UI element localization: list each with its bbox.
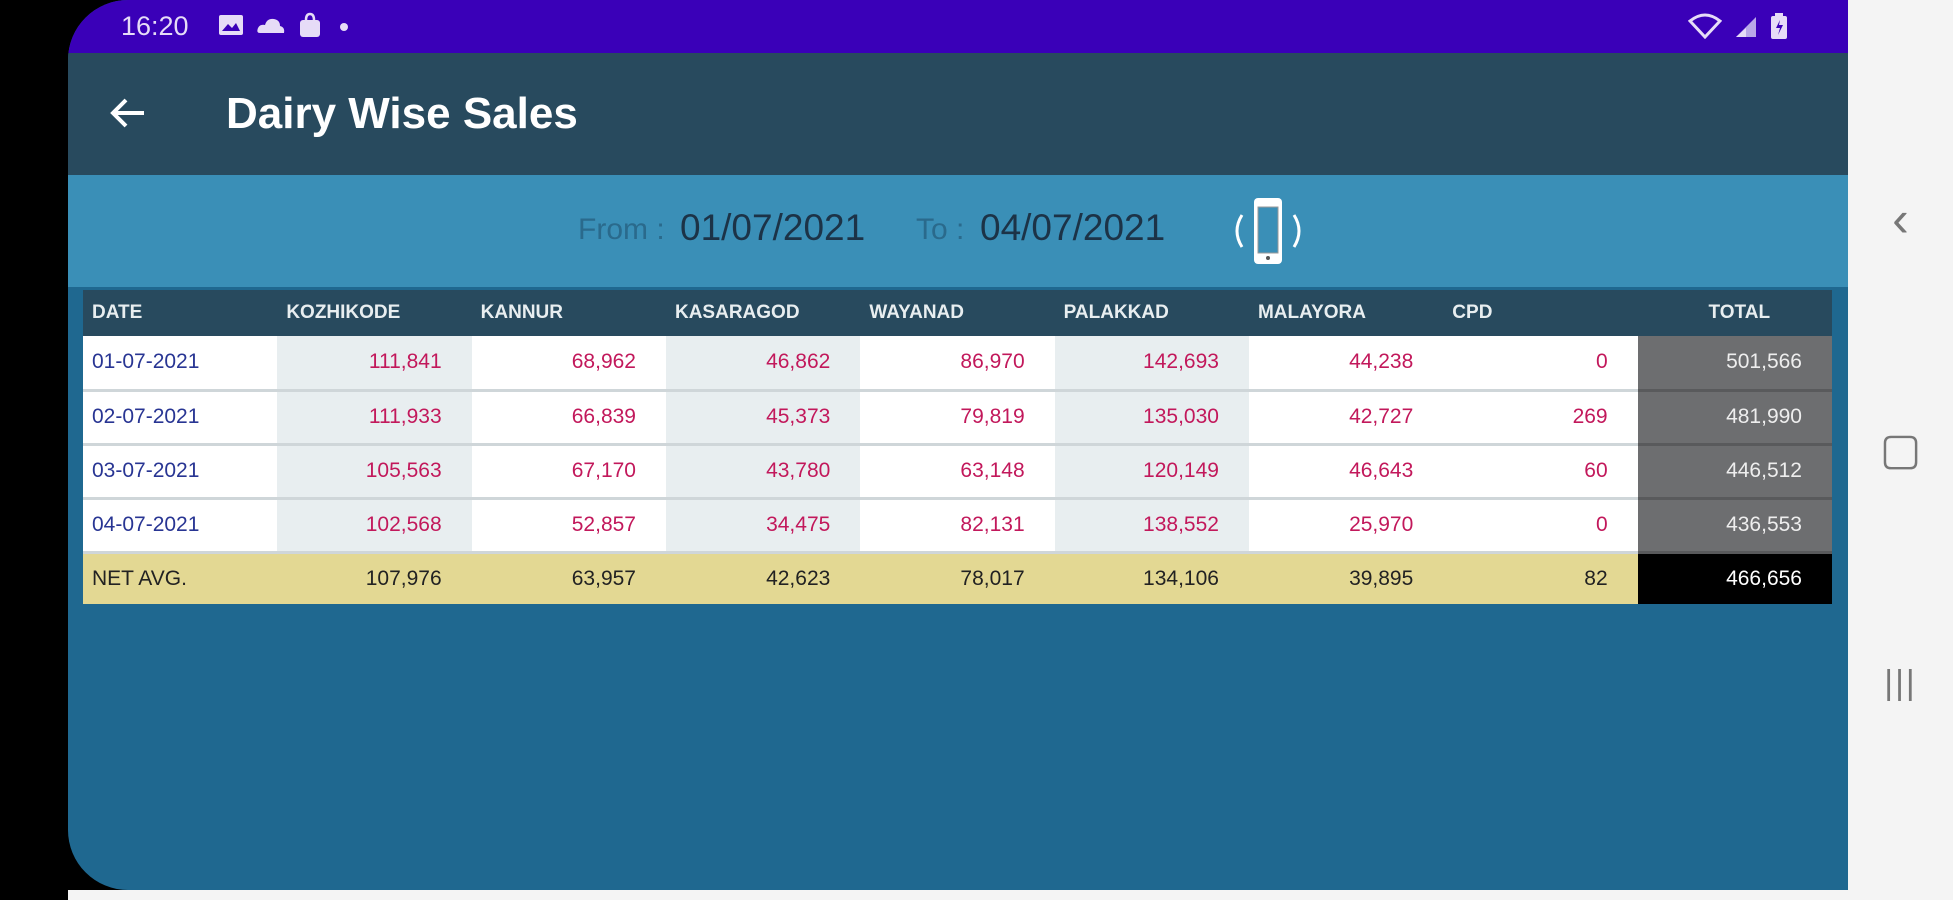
total-cell: 446,512 — [1637, 444, 1832, 500]
value-cell-kasaragod: 46,862 — [665, 336, 861, 392]
value-cell-cpd: 82 — [1443, 552, 1638, 604]
column-header-date: DATE — [83, 290, 278, 336]
value-cell-wayanad: 78,017 — [860, 552, 1055, 604]
column-header-kozhikode: KOZHIKODE — [277, 290, 472, 336]
value-cell-kannur: 66,839 — [471, 390, 666, 446]
date-cell: 04-07-2021 — [83, 498, 278, 554]
net-average-row: NET AVG. 107,976 63,957 42,623 78,017 134,106… — [83, 552, 1832, 604]
column-header-wayanad: WAYANAD — [860, 290, 1055, 336]
value-cell-kozhikode: 111,841 — [277, 336, 472, 392]
value-cell-wayanad: 82,131 — [860, 498, 1055, 554]
value-cell-palakkad: 134,106 — [1054, 552, 1249, 604]
from-label: From : — [578, 213, 665, 246]
status-bar: 16:20 — [68, 0, 1848, 53]
nav-back-button[interactable]: ‹ — [1892, 191, 1909, 247]
value-cell-cpd: 269 — [1443, 390, 1638, 446]
to-label: To : — [916, 213, 965, 246]
value-cell-kasaragod: 43,780 — [665, 444, 861, 500]
rotate-screen-button[interactable] — [1230, 195, 1306, 267]
value-cell-kozhikode: 107,976 — [277, 552, 472, 604]
value-cell-wayanad: 79,819 — [860, 390, 1055, 446]
value-cell-malayora: 46,643 — [1248, 444, 1444, 500]
shopping-bag-icon — [300, 12, 320, 37]
total-cell: 501,566 — [1637, 336, 1832, 392]
value-cell-kasaragod: 42,623 — [665, 552, 861, 604]
back-button[interactable] — [106, 91, 156, 135]
value-cell-malayora: 39,895 — [1248, 552, 1444, 604]
bottom-edge — [68, 890, 1848, 900]
value-cell-cpd: 0 — [1443, 498, 1638, 554]
value-cell-kasaragod: 45,373 — [665, 390, 861, 446]
battery-icon — [1771, 13, 1787, 39]
gallery-icon — [219, 15, 243, 35]
app-screen: 16:20 Dairy Wise Sales From : 01/07/2021… — [68, 0, 1848, 890]
value-cell-wayanad: 63,148 — [860, 444, 1055, 500]
column-header-kannur: KANNUR — [471, 290, 666, 336]
value-cell-kannur: 68,962 — [471, 336, 666, 392]
table-row: 03-07-2021 105,563 67,170 43,780 63,148 120,1… — [83, 444, 1832, 500]
value-cell-cpd: 0 — [1443, 336, 1638, 392]
table-row: 04-07-2021 102,568 52,857 34,475 82,131 138,5… — [83, 498, 1832, 554]
total-cell: 481,990 — [1637, 390, 1832, 446]
screen-rotate-icon — [1235, 198, 1301, 264]
app-bar: Dairy Wise Sales — [68, 53, 1848, 175]
wifi-icon — [1688, 13, 1722, 39]
signal-icon — [1736, 17, 1756, 37]
status-time: 16:20 — [121, 11, 189, 41]
value-cell-palakkad: 142,693 — [1054, 336, 1249, 392]
dot-icon — [340, 23, 348, 31]
to-date[interactable]: 04/07/2021 — [980, 207, 1166, 248]
value-cell-kozhikode: 111,933 — [277, 390, 472, 446]
value-cell-kozhikode: 105,563 — [277, 444, 472, 500]
nav-recents-button[interactable]: ||| — [1884, 664, 1917, 702]
value-cell-palakkad: 135,030 — [1054, 390, 1249, 446]
total-cell: 466,656 — [1637, 552, 1832, 604]
page-title: Dairy Wise Sales — [226, 89, 578, 138]
sales-table: DATE KOZHIKODE KANNUR KASARAGOD WAYANAD PALAK… — [83, 290, 1832, 604]
date-cell: 01-07-2021 — [83, 336, 278, 392]
table-row: 02-07-2021 111,933 66,839 45,373 79,819 135,0… — [83, 390, 1832, 446]
value-cell-malayora: 44,238 — [1248, 336, 1444, 392]
navigation-bar: ‹ ▢ ||| — [1848, 0, 1953, 900]
value-cell-kasaragod: 34,475 — [665, 498, 861, 554]
date-range-bar: From : 01/07/2021 To : 04/07/2021 — [68, 175, 1848, 287]
arrow-left-icon — [110, 98, 144, 128]
value-cell-malayora: 42,727 — [1248, 390, 1444, 446]
date-cell: 02-07-2021 — [83, 390, 278, 446]
cloud-icon — [257, 18, 285, 33]
nav-home-button[interactable]: ▢ — [1879, 425, 1922, 474]
column-header-total: TOTAL — [1637, 290, 1832, 336]
value-cell-malayora: 25,970 — [1248, 498, 1444, 554]
column-header-cpd: CPD — [1443, 290, 1638, 336]
date-cell: 03-07-2021 — [83, 444, 278, 500]
column-header-palakkad: PALAKKAD — [1054, 290, 1249, 336]
table-header-row: DATE KOZHIKODE KANNUR KASARAGOD WAYANAD PALAK… — [83, 290, 1832, 336]
table-row: 01-07-2021 111,841 68,962 46,862 86,970 142,6… — [83, 336, 1832, 392]
value-cell-palakkad: 138,552 — [1054, 498, 1249, 554]
from-date[interactable]: 01/07/2021 — [680, 207, 866, 248]
value-cell-palakkad: 120,149 — [1054, 444, 1249, 500]
average-label: NET AVG. — [83, 552, 278, 604]
value-cell-kannur: 63,957 — [471, 552, 666, 604]
value-cell-wayanad: 86,970 — [860, 336, 1055, 392]
total-cell: 436,553 — [1637, 498, 1832, 554]
value-cell-kozhikode: 102,568 — [277, 498, 472, 554]
value-cell-kannur: 67,170 — [471, 444, 666, 500]
column-header-malayora: MALAYORA — [1248, 290, 1444, 336]
value-cell-cpd: 60 — [1443, 444, 1638, 500]
value-cell-kannur: 52,857 — [471, 498, 666, 554]
column-header-kasaragod: KASARAGOD — [665, 290, 861, 336]
